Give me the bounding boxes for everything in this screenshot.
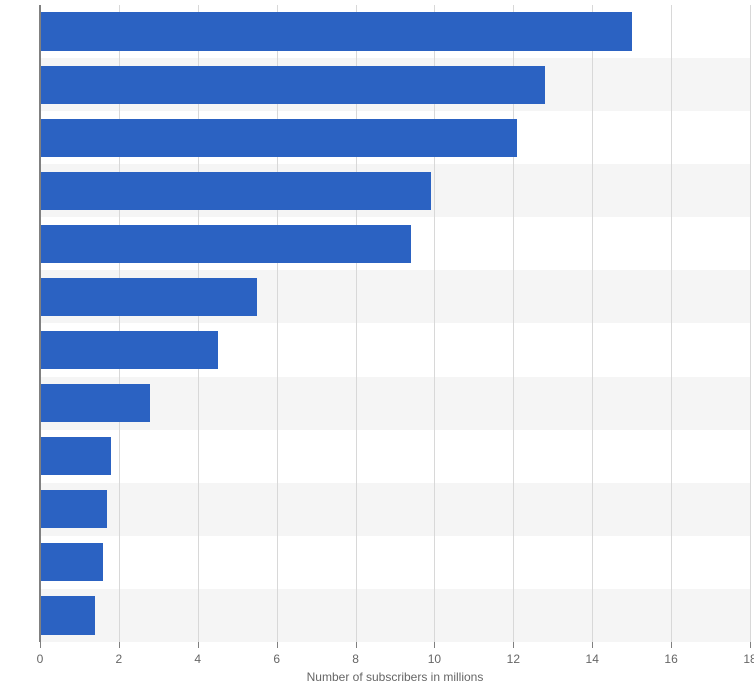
bar — [40, 543, 103, 581]
x-tick — [119, 642, 120, 648]
bar — [40, 172, 431, 210]
bar — [40, 490, 107, 528]
x-tick — [198, 642, 199, 648]
gridline — [592, 5, 593, 642]
bar — [40, 384, 150, 422]
gridline — [671, 5, 672, 642]
x-tick — [277, 642, 278, 648]
x-tick — [40, 642, 41, 648]
x-tick-label: 18 — [743, 652, 754, 666]
x-tick — [750, 642, 751, 648]
bar — [40, 437, 111, 475]
x-tick-label: 16 — [664, 652, 677, 666]
x-tick-label: 14 — [586, 652, 599, 666]
x-axis-title: Number of subscribers in millions — [307, 670, 484, 684]
x-tick — [513, 642, 514, 648]
bar — [40, 119, 517, 157]
x-tick-label: 0 — [37, 652, 44, 666]
x-tick-label: 12 — [507, 652, 520, 666]
x-tick-label: 10 — [428, 652, 441, 666]
row-band — [40, 430, 750, 483]
bar — [40, 66, 545, 104]
bar — [40, 278, 257, 316]
bar — [40, 331, 218, 369]
y-axis-line — [39, 5, 41, 642]
x-tick-label: 8 — [352, 652, 359, 666]
x-tick — [671, 642, 672, 648]
row-band — [40, 536, 750, 589]
plot-area — [40, 5, 750, 642]
x-tick — [356, 642, 357, 648]
bar — [40, 596, 95, 634]
x-tick-label: 4 — [194, 652, 201, 666]
bar — [40, 12, 632, 50]
row-band — [40, 589, 750, 642]
x-tick-label: 2 — [116, 652, 123, 666]
row-band — [40, 483, 750, 536]
x-tick — [592, 642, 593, 648]
bar-chart: 0 2 4 6 8 10 12 14 16 18 Number of subscribers in… — [0, 0, 754, 689]
bar — [40, 225, 411, 263]
x-tick — [434, 642, 435, 648]
x-tick-label: 6 — [273, 652, 280, 666]
gridline — [750, 5, 751, 642]
